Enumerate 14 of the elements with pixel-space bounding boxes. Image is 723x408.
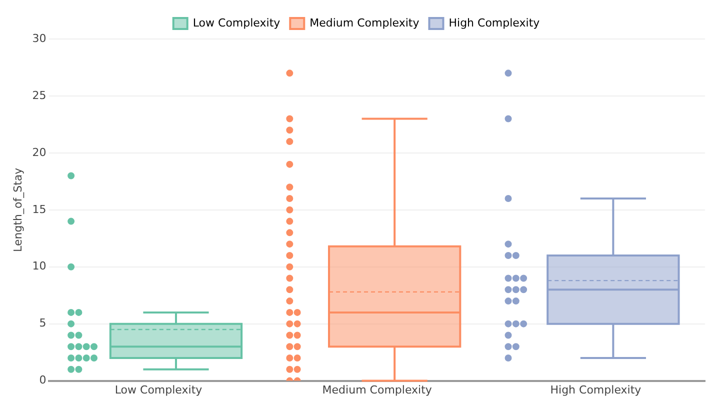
x-tick-label: Medium Complexity: [322, 383, 432, 396]
y-axis-title: Length_of_Stay: [11, 167, 24, 252]
legend-label: Medium Complexity: [310, 16, 420, 30]
y-tick-label: 5: [39, 316, 46, 330]
y-tick-label: 10: [32, 260, 46, 273]
y-tick-label: 20: [32, 146, 46, 159]
legend-label: High Complexity: [448, 16, 540, 30]
y-tick-label: 15: [32, 202, 46, 216]
y-tick-label: 25: [32, 88, 46, 102]
x-tick-label: Low Complexity: [114, 383, 203, 396]
y-tick-label: 30: [32, 32, 46, 45]
y-tick-label: 0: [39, 374, 46, 387]
x-tick-label: High Complexity: [550, 383, 642, 396]
legend-label: Low Complexity: [192, 16, 281, 30]
